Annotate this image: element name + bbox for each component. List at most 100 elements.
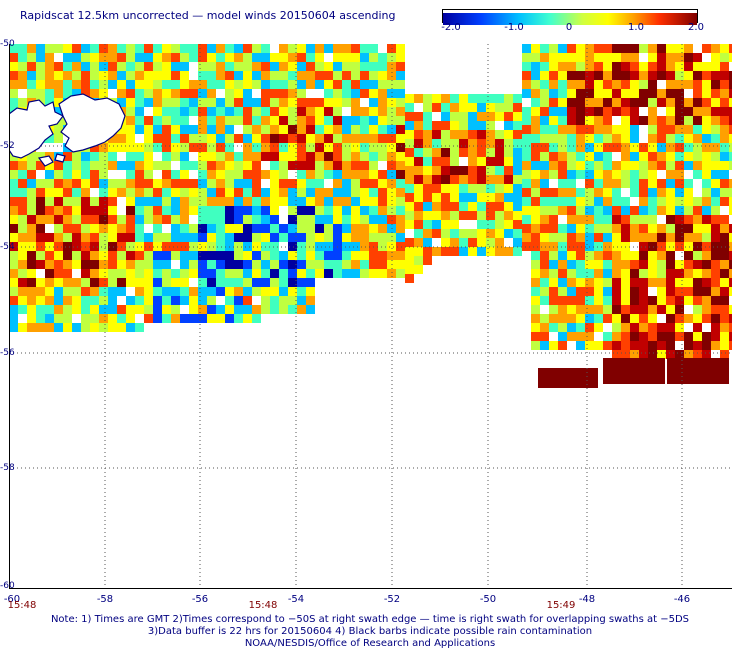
data-cell — [630, 260, 639, 269]
data-cell — [117, 143, 126, 152]
data-cell — [324, 242, 333, 251]
data-cell — [378, 125, 387, 134]
data-cell — [9, 314, 18, 323]
data-cell — [315, 152, 324, 161]
data-cell — [225, 305, 234, 314]
data-cell — [225, 98, 234, 107]
data-cell — [198, 314, 207, 323]
data-cell — [333, 260, 342, 269]
data-cell — [126, 215, 135, 224]
data-cell — [306, 224, 315, 233]
data-cell — [621, 287, 630, 296]
data-cell — [288, 80, 297, 89]
data-cell — [513, 139, 522, 148]
data-cell — [648, 134, 657, 143]
data-cell — [180, 242, 189, 251]
data-cell — [18, 287, 27, 296]
data-cell — [261, 143, 270, 152]
data-cell — [270, 206, 279, 215]
data-cell — [585, 278, 594, 287]
data-cell — [144, 71, 153, 80]
data-cell — [180, 80, 189, 89]
data-cell — [252, 98, 261, 107]
data-cell — [567, 179, 576, 188]
data-cell — [432, 148, 441, 157]
data-cell — [540, 215, 549, 224]
data-cell — [612, 314, 621, 323]
data-cell — [252, 152, 261, 161]
data-cell — [657, 323, 666, 332]
data-cell — [621, 269, 630, 278]
data-cell — [180, 314, 189, 323]
data-cell — [711, 197, 720, 206]
data-cell — [162, 62, 171, 71]
data-cell — [27, 44, 36, 53]
data-cell — [180, 215, 189, 224]
data-cell — [423, 166, 432, 175]
data-cell — [612, 62, 621, 71]
data-cell — [54, 188, 63, 197]
data-cell — [198, 269, 207, 278]
data-cell — [297, 233, 306, 242]
data-cell — [180, 233, 189, 242]
data-cell — [126, 278, 135, 287]
data-cell — [216, 143, 225, 152]
data-cell — [414, 94, 423, 103]
data-cell — [261, 278, 270, 287]
data-cell — [153, 197, 162, 206]
data-cell — [342, 188, 351, 197]
data-cell — [288, 161, 297, 170]
data-cell — [414, 202, 423, 211]
data-cell — [405, 103, 414, 112]
data-cell — [666, 53, 675, 62]
data-cell — [657, 125, 666, 134]
data-cell — [549, 215, 558, 224]
data-cell — [612, 206, 621, 215]
data-cell — [369, 233, 378, 242]
data-cell — [126, 44, 135, 53]
data-cell — [531, 107, 540, 116]
data-cell — [558, 179, 567, 188]
data-cell — [612, 179, 621, 188]
data-cell — [630, 53, 639, 62]
data-cell — [567, 125, 576, 134]
data-cell — [135, 152, 144, 161]
data-cell — [594, 188, 603, 197]
data-cell — [468, 238, 477, 247]
data-cell — [189, 80, 198, 89]
data-cell — [603, 242, 612, 251]
data-cell — [126, 161, 135, 170]
data-cell — [198, 143, 207, 152]
data-cell — [135, 179, 144, 188]
data-cell — [153, 305, 162, 314]
data-cell — [90, 53, 99, 62]
data-cell — [684, 224, 693, 233]
data-cell — [729, 341, 732, 350]
data-cell — [180, 260, 189, 269]
data-cell — [513, 184, 522, 193]
data-cell — [189, 125, 198, 134]
data-cell — [369, 251, 378, 260]
data-cell — [675, 107, 684, 116]
data-cell — [18, 188, 27, 197]
data-cell — [27, 62, 36, 71]
data-cell — [153, 116, 162, 125]
data-cell — [18, 224, 27, 233]
data-cell — [684, 260, 693, 269]
data-cell — [81, 269, 90, 278]
data-cell — [36, 287, 45, 296]
data-cell — [720, 125, 729, 134]
data-cell — [45, 323, 54, 332]
data-cell — [558, 170, 567, 179]
data-cell — [189, 161, 198, 170]
data-cell — [684, 71, 693, 80]
data-cell — [504, 139, 513, 148]
data-cell — [567, 305, 576, 314]
data-cell — [234, 305, 243, 314]
lon-label-46: -46 — [673, 594, 691, 605]
data-cell — [504, 220, 513, 229]
data-cell — [171, 98, 180, 107]
data-cell — [243, 98, 252, 107]
data-cell — [279, 170, 288, 179]
data-cell — [135, 62, 144, 71]
